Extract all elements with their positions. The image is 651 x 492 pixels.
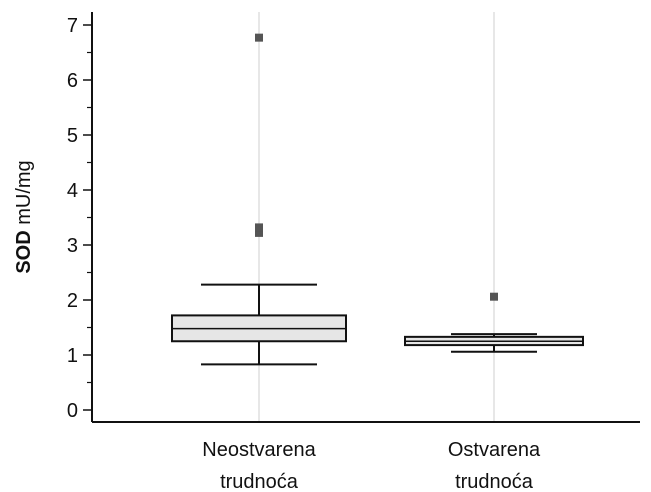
y-axis-label: SOD mU/mg <box>13 160 35 273</box>
y-tick-label-4: 4 <box>67 180 78 202</box>
grid-lines <box>258 12 495 422</box>
box-1 <box>171 33 347 366</box>
box-2 <box>404 292 584 353</box>
category-label-2-line-2: trudnoća <box>455 471 534 492</box>
category-label-1-line-1: Neostvarena <box>202 439 316 461</box>
labels: 0 1 2 3 4 5 6 7 SOD mU/mg Neostvarena trudnoća Ostv… <box>13 15 541 492</box>
y-tick-label-1: 1 <box>67 345 78 367</box>
y-axis-label-bold: SOD <box>13 230 35 273</box>
y-tick-label-3: 3 <box>67 235 78 257</box>
boxes <box>171 33 584 366</box>
y-axis-label-unit: mU/mg <box>13 160 35 230</box>
category-label-1-line-2: trudnoća <box>220 471 299 492</box>
outlier-point <box>255 33 263 42</box>
y-tick-label-2: 2 <box>67 290 78 312</box>
y-tick-label-0: 0 <box>67 400 78 422</box>
axes <box>83 12 640 423</box>
y-tick-label-7: 7 <box>67 15 78 37</box>
outlier-point <box>490 292 498 301</box>
y-tick-label-5: 5 <box>67 125 78 147</box>
outlier-point <box>255 228 263 237</box>
category-label-2-line-1: Ostvarena <box>448 439 541 461</box>
outlier-point <box>255 223 263 232</box>
y-tick-label-6: 6 <box>67 70 78 92</box>
